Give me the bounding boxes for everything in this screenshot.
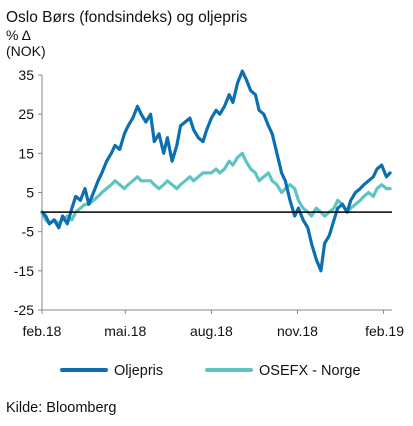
x-tick-label: mai.18 bbox=[104, 323, 146, 339]
y-tick-label: -5 bbox=[22, 224, 35, 240]
series-line-osefx-norge bbox=[40, 151, 392, 226]
y-tick-label: 35 bbox=[18, 67, 34, 83]
y-axis-label-line2: (NOK) bbox=[6, 43, 46, 59]
y-tick-label: -25 bbox=[14, 302, 34, 318]
series-layer bbox=[40, 69, 392, 273]
y-tick-label: 15 bbox=[18, 145, 34, 161]
x-tick-label: aug.18 bbox=[190, 323, 233, 339]
x-tick-label: feb.19 bbox=[365, 323, 404, 339]
y-axis-label-line1: % Δ bbox=[6, 27, 31, 43]
source-note: Kilde: Bloomberg bbox=[6, 400, 116, 416]
y-tick-label: -15 bbox=[14, 263, 34, 279]
series-line-oljepris bbox=[40, 69, 392, 273]
x-tick-label: nov.18 bbox=[277, 323, 318, 339]
x-axis: feb.18 mai.18 aug.18 nov.18 feb.19 bbox=[23, 310, 404, 339]
legend: Oljepris OSEFX - Norge bbox=[60, 363, 361, 379]
y-tick-label: 5 bbox=[26, 185, 34, 201]
chart-title: Oslo Børs (fondsindeks) og oljepris bbox=[6, 9, 247, 26]
y-tick-label: 25 bbox=[18, 106, 34, 122]
legend-label-oljepris: Oljepris bbox=[114, 363, 163, 379]
y-axis: 35 25 15 5 -5 -15 -25 bbox=[14, 67, 42, 318]
legend-label-osefx-norge: OSEFX - Norge bbox=[259, 363, 361, 379]
x-tick-label: feb.18 bbox=[23, 323, 62, 339]
